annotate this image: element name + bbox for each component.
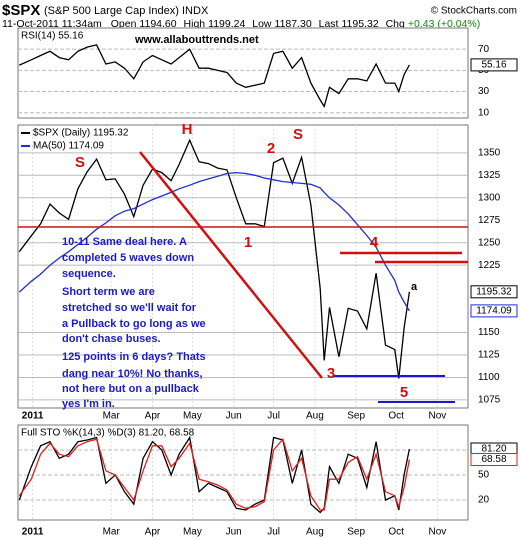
value-box-label: 55.16 <box>481 60 506 71</box>
x-tick-label: Jun <box>226 527 242 538</box>
annotation-note: don't chase buses. <box>62 333 161 345</box>
series-line <box>18 138 411 379</box>
series-line <box>19 44 410 108</box>
symbol-name: (S&P 500 Large Cap Index) INDX <box>44 5 209 17</box>
x-tick-label: Sep <box>347 527 365 538</box>
y-tick-label: 1300 <box>478 192 501 203</box>
credit: © StockCharts.com <box>431 6 517 17</box>
timestamp: 11-Oct-2011 11:34am <box>2 18 102 30</box>
symbol: $SPX <box>2 2 40 19</box>
annotation-note: stretched so we'll wait for <box>62 302 197 314</box>
x-tick-label: Mar <box>103 527 121 538</box>
wave-label: 4 <box>370 234 379 251</box>
wave-label: 3 <box>327 365 335 382</box>
value-box-label: 1174.09 <box>476 306 512 317</box>
annotation-layer: 10-11 Same deal here. A completed 5 waves… <box>18 121 468 410</box>
x-tick-label: Apr <box>145 527 161 538</box>
annotation-note: sequence. <box>62 268 116 280</box>
panel-frame <box>17 124 469 409</box>
wave-label: S <box>75 154 85 171</box>
legend-label: MA(50) 1174.09 <box>33 141 104 152</box>
x-tick-label: Apr <box>145 411 161 422</box>
y-tick-label: 1250 <box>478 237 501 248</box>
panel-title: Full STO %K(14,3) %D(3) 81.20, 68.58 <box>21 428 195 439</box>
y-tick-label: 1100 <box>478 372 500 383</box>
x-tick-label: Sep <box>347 411 365 422</box>
y-tick-label: 1075 <box>478 395 501 406</box>
x-tick-label: Nov <box>428 527 446 538</box>
y-tick-label: 1125 <box>478 350 500 361</box>
x-tick-label: May <box>183 411 202 422</box>
annotation-note: yes I'm in. <box>62 398 115 410</box>
quote-label: Chg <box>386 18 405 30</box>
y-tick-label: 10 <box>478 107 490 118</box>
x-tick-label: 2011 <box>22 411 44 422</box>
value-box-label: 1195.32 <box>476 286 512 297</box>
x-tick-label: Oct <box>388 411 404 422</box>
series-line <box>18 171 410 312</box>
x-tick-label: Jul <box>267 411 280 422</box>
annotation-note: completed 5 waves down <box>62 252 194 264</box>
legend-label: $SPX (Daily) 1195.32 <box>33 128 129 139</box>
quote-label: Low <box>252 18 272 30</box>
x-tick-label: Jul <box>267 527 280 538</box>
panel-title: RSI(14) 55.16 <box>21 31 84 42</box>
x-tick-label: May <box>183 527 202 538</box>
quote-value: 1195.32 <box>341 18 378 30</box>
annotation-note: Short term we are <box>62 286 155 298</box>
quote-label: Last <box>319 18 339 30</box>
annotation-note: not here but on a pullback <box>62 383 200 395</box>
y-tick-label: 30 <box>478 86 490 97</box>
x-tick-label: Oct <box>388 527 404 538</box>
y-tick-label: 1150 <box>478 327 500 338</box>
annotation-note: dang near 10%! No thanks, <box>62 368 203 380</box>
quote-value: 1187.30 <box>275 18 312 30</box>
y-tick-label: 1275 <box>478 215 501 226</box>
x-tick-label: Aug <box>306 411 324 422</box>
y-tick-label: 20 <box>478 495 490 506</box>
series-line <box>18 437 411 511</box>
value-box <box>470 58 518 72</box>
quote-value: +0.43 (+0.04%) <box>408 18 480 30</box>
quote-value: 1194.60 <box>139 18 176 30</box>
wave-label: 2 <box>267 140 275 157</box>
quote-line: 11-Oct-2011 11:34am Open 1194.60 High 1199… <box>2 18 480 30</box>
annotation-note: a Pullback to go long as we <box>62 318 206 330</box>
y-tick-label: 1325 <box>478 170 501 181</box>
x-tick-label: Aug <box>306 527 324 538</box>
x-tick-label: Nov <box>428 411 446 422</box>
wave-label: 1 <box>244 234 252 251</box>
quote-value: 1199.24 <box>208 18 245 30</box>
value-box <box>470 304 518 318</box>
value-box-label: 68.58 <box>481 454 506 465</box>
x-tick-label: 2011 <box>22 527 44 538</box>
wave-label: S <box>293 126 303 143</box>
x-tick-label: Jun <box>226 411 242 422</box>
value-box <box>470 285 518 299</box>
annotation-note: 10-11 Same deal here. A <box>62 236 187 248</box>
wave-label: 5 <box>400 384 408 401</box>
series-line <box>18 435 411 514</box>
panel-subtitle: www.allabouttrends.net <box>134 34 259 46</box>
value-box-label: 81.20 <box>481 444 506 455</box>
y-tick-label: 1350 <box>478 147 501 158</box>
annotation-note: 125 points in 6 days? Thats <box>62 351 206 363</box>
y-tick-label: 1225 <box>478 260 501 271</box>
plot-area: 10 30 50 70 RSI(14) 55.16 www.allabouttrends.… <box>17 27 518 538</box>
panel-frame <box>17 424 469 521</box>
quote-label: Open <box>111 18 137 30</box>
annotation-tag: a <box>411 281 418 293</box>
x-tick-label: Mar <box>103 411 121 422</box>
quote-label: High <box>184 18 206 30</box>
trend-line <box>139 151 323 379</box>
y-tick-label: 50 <box>478 470 490 481</box>
panel-frame <box>17 27 469 119</box>
value-box <box>470 453 518 467</box>
wave-label: H <box>182 121 193 138</box>
y-tick-label: 70 <box>478 44 490 55</box>
